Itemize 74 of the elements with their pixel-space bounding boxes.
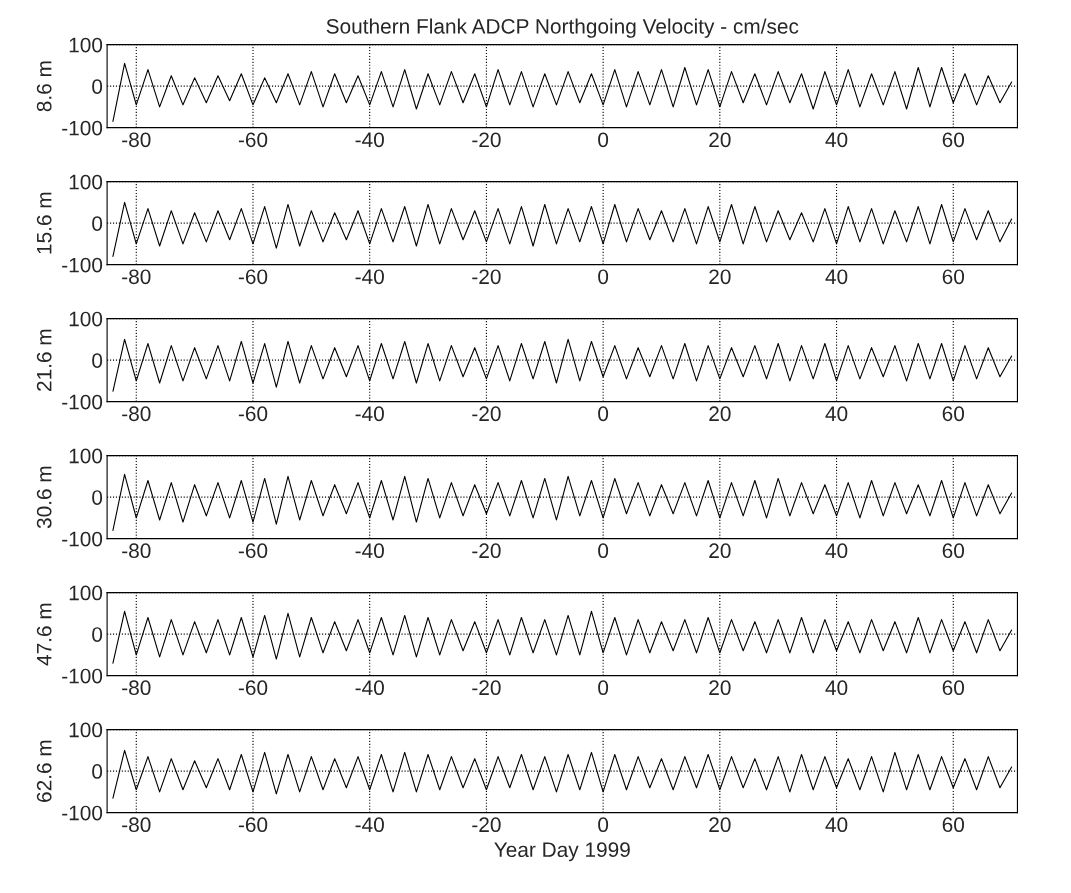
- x-tick-label: -20: [472, 132, 501, 148]
- y-tick-label: 100: [69, 448, 103, 464]
- y-axis-title: 21.6 m: [36, 329, 52, 391]
- x-tick-label: -40: [355, 817, 384, 833]
- y-tick-label: 0: [92, 216, 103, 231]
- y-axis-title: 8.6 m: [36, 61, 52, 112]
- x-tick-label: 40: [825, 817, 848, 833]
- x-tick-label: 0: [598, 680, 609, 696]
- x-tick-label: 20: [709, 132, 731, 148]
- x-tick-label: 40: [825, 269, 848, 285]
- x-tick-label: -60: [238, 406, 268, 422]
- y-tick-label: 0: [92, 490, 103, 505]
- x-tick-label: 60: [942, 132, 965, 148]
- y-axis-title: 62.6 m: [36, 740, 52, 802]
- x-tick-label: -20: [472, 269, 501, 285]
- y-axis-title: 15.6 m: [36, 192, 52, 254]
- x-tick-label: -20: [472, 817, 501, 833]
- x-tick-label: -20: [472, 406, 501, 422]
- x-tick-label: 0: [598, 543, 609, 559]
- y-tick-label: 0: [92, 764, 103, 779]
- y-tick-label: 100: [69, 722, 103, 738]
- x-tick-label: 60: [942, 269, 965, 285]
- x-tick-label: -40: [355, 543, 384, 559]
- x-tick-label: -40: [355, 406, 384, 422]
- x-tick-label: -80: [122, 680, 151, 696]
- x-tick-label: -40: [355, 132, 384, 148]
- y-axis-title: 30.6 m: [36, 466, 52, 529]
- x-tick-label: -60: [238, 543, 268, 559]
- x-tick-label: -80: [122, 817, 151, 833]
- x-tick-label: 40: [825, 132, 848, 148]
- x-tick-label: -80: [122, 269, 151, 285]
- y-axis-title: 47.6 m: [36, 603, 52, 666]
- x-tick-label: 0: [598, 817, 609, 833]
- x-tick-label: -60: [238, 269, 268, 285]
- x-tick-label: 20: [709, 817, 731, 833]
- y-tick-label: 100: [69, 37, 103, 53]
- x-tick-label: -20: [472, 680, 501, 696]
- x-tick-label: -40: [355, 269, 384, 285]
- x-tick-label: -60: [238, 132, 268, 148]
- x-tick-label: 20: [709, 269, 731, 285]
- y-tick-label: 100: [69, 311, 103, 327]
- y-tick-label: -100: [62, 531, 103, 547]
- x-tick-label: 40: [825, 680, 848, 696]
- x-tick-label: 20: [709, 406, 731, 422]
- x-tick-label: 40: [825, 406, 848, 422]
- y-tick-label: -100: [62, 120, 103, 136]
- x-tick-label: 60: [942, 680, 965, 696]
- y-tick-label: 100: [69, 585, 103, 601]
- x-tick-label: 0: [598, 132, 609, 148]
- x-tick-label: 0: [598, 269, 609, 285]
- y-tick-label: -100: [62, 668, 103, 684]
- x-tick-label: 60: [942, 543, 965, 559]
- x-tick-label: 60: [942, 817, 965, 833]
- x-tick-label: -40: [355, 680, 384, 696]
- x-tick-label: -80: [122, 543, 151, 559]
- x-tick-label: 40: [825, 543, 848, 559]
- x-tick-label: -60: [238, 680, 268, 696]
- x-tick-label: -20: [472, 543, 501, 559]
- y-tick-label: 100: [69, 174, 103, 190]
- x-tick-label: 20: [709, 543, 731, 559]
- y-tick-label: -100: [62, 394, 103, 410]
- x-tick-label: 0: [598, 406, 609, 422]
- x-tick-label: -60: [238, 817, 268, 833]
- y-tick-label: -100: [62, 257, 103, 273]
- chart-title: Southern Flank ADCP Northgoing Velocity - cm/sec: [326, 18, 799, 38]
- y-tick-label: 0: [92, 79, 103, 94]
- x-tick-label: 20: [709, 680, 731, 696]
- x-tick-label: -80: [122, 132, 151, 148]
- y-tick-label: 0: [92, 353, 103, 368]
- x-tick-label: 60: [942, 406, 965, 422]
- y-tick-label: -100: [62, 805, 103, 821]
- x-axis-title: Year Day 1999: [494, 842, 630, 862]
- y-tick-label: 0: [92, 627, 103, 642]
- x-tick-label: -80: [122, 406, 151, 422]
